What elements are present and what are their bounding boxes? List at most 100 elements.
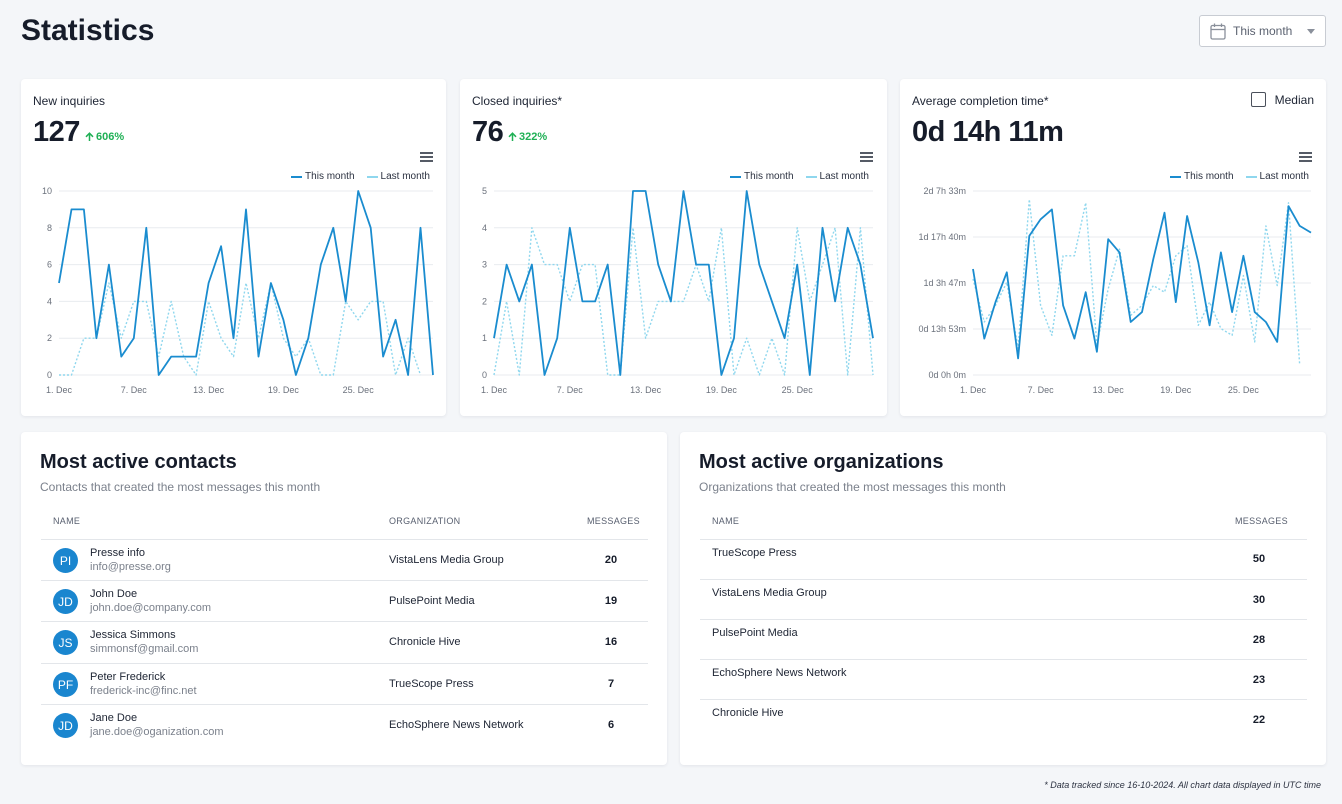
median-checkbox[interactable] — [1250, 92, 1266, 107]
series-line-this-month[interactable] — [58, 190, 434, 376]
legend-last-month[interactable]: Last month — [1245, 171, 1309, 182]
legend-this-month[interactable]: This month — [1170, 171, 1234, 182]
table-row[interactable]: VistaLens Media Group 30 — [700, 580, 1307, 620]
contact-email: simmonsf@gmail.com — [90, 643, 199, 655]
x-tick-label: 1. Dec — [960, 385, 987, 395]
column-header-messages[interactable]: MESSAGES — [1235, 516, 1288, 526]
legend-label: Last month — [819, 171, 869, 182]
contact-name[interactable]: Jessica Simmons — [90, 629, 176, 641]
contact-organization[interactable]: EchoSphere News Network — [389, 719, 524, 731]
x-tick-label: 25. Dec — [1228, 385, 1260, 395]
table-row[interactable]: PulsePoint Media 28 — [700, 620, 1307, 660]
table-row[interactable]: TrueScope Press 50 — [700, 540, 1307, 580]
table-row[interactable]: PI Presse info info@presse.org VistaLens… — [41, 540, 648, 581]
y-tick-label: 1 — [482, 333, 487, 343]
series-line-last-month[interactable] — [59, 282, 422, 376]
arrow-up-icon — [85, 132, 94, 141]
divider — [700, 699, 1307, 700]
legend-label: This month — [744, 171, 794, 182]
chart-menu-icon[interactable] — [1299, 152, 1312, 162]
x-tick-label: 13. Dec — [630, 385, 662, 395]
organization-name[interactable]: VistaLens Media Group — [712, 587, 827, 599]
chart-menu-icon[interactable] — [420, 152, 433, 162]
contact-organization[interactable]: Chronicle Hive — [389, 636, 461, 648]
message-count: 6 — [607, 719, 615, 731]
avg-completion-card: Average completion time* 0d 14h 11m Medi… — [900, 79, 1326, 416]
median-toggle[interactable]: Median — [1250, 92, 1314, 107]
divider — [41, 580, 648, 581]
period-select[interactable]: This month — [1199, 15, 1326, 47]
section-subtitle: Organizations that created the most mess… — [699, 480, 1006, 494]
contact-name[interactable]: Jane Doe — [90, 712, 138, 724]
new-inquiries-card: New inquiries 127 606% This month Last m… — [21, 79, 446, 416]
series-line-this-month[interactable] — [493, 190, 874, 376]
contact-organization[interactable]: VistaLens Media Group — [389, 554, 504, 566]
contact-organization[interactable]: PulsePoint Media — [389, 595, 475, 607]
legend-last-month[interactable]: Last month — [805, 171, 869, 182]
table-row[interactable]: JS Jessica Simmons simmonsf@gmail.com Ch… — [41, 622, 648, 663]
y-tick-label: 2d 7h 33m — [923, 186, 966, 196]
organization-name[interactable]: Chronicle Hive — [712, 707, 784, 719]
x-tick-label: 7. Dec — [121, 385, 148, 395]
y-tick-label: 8 — [47, 223, 52, 233]
column-header-name[interactable]: NAME — [53, 516, 81, 526]
contact-email: frederick-inc@finc.net — [90, 685, 197, 697]
legend-label: This month — [1184, 171, 1234, 182]
avatar: JS — [53, 630, 78, 655]
organization-name[interactable]: PulsePoint Media — [712, 627, 798, 639]
table-row[interactable]: PF Peter Frederick frederick-inc@finc.ne… — [41, 664, 648, 705]
table-row[interactable]: Chronicle Hive 22 — [700, 700, 1307, 740]
message-count: 19 — [604, 595, 618, 607]
contact-name[interactable]: John Doe — [90, 588, 138, 600]
legend-last-month[interactable]: Last month — [366, 171, 430, 182]
y-tick-label: 0 — [482, 370, 487, 380]
contact-email: info@presse.org — [90, 561, 171, 573]
chart-legend: This month Last month — [1158, 171, 1309, 182]
column-header-messages[interactable]: MESSAGES — [587, 516, 640, 526]
organization-name[interactable]: EchoSphere News Network — [712, 667, 847, 679]
chart-legend: This month Last month — [718, 171, 869, 182]
message-count: 20 — [604, 554, 618, 566]
divider — [700, 579, 1307, 580]
new-inquiries-chart: 0 2 4 6 8 10 1. Dec 7. Dec 13. Dec 19. Dec 25. Dec — [42, 186, 434, 395]
closed-inquiries-card: Closed inquiries* 76 322% This month Las… — [460, 79, 887, 416]
divider — [700, 619, 1307, 620]
y-tick-label: 10 — [42, 186, 52, 196]
y-tick-label: 0d 0h 0m — [928, 370, 966, 380]
chart-menu-icon[interactable] — [860, 152, 873, 162]
organization-name[interactable]: TrueScope Press — [712, 547, 797, 559]
column-header-name[interactable]: NAME — [712, 516, 740, 526]
arrow-up-icon — [508, 132, 517, 141]
series-line-last-month[interactable] — [493, 227, 874, 376]
legend-label: This month — [305, 171, 355, 182]
table-row[interactable]: JD John Doe john.doe@company.com PulsePo… — [41, 581, 648, 622]
y-tick-label: 4 — [47, 296, 52, 306]
contact-name[interactable]: Presse info — [90, 547, 146, 559]
closed-inquiries-chart: 0 1 2 3 4 5 1. Dec 7. Dec 13. Dec 19. Dec 25. Dec — [481, 186, 874, 395]
series-line-last-month[interactable] — [972, 198, 1301, 366]
y-tick-label: 2 — [47, 333, 52, 343]
message-count: 30 — [1252, 594, 1266, 606]
table-row[interactable]: JD Jane Doe jane.doe@oganization.com Ech… — [41, 705, 648, 746]
series-line-this-month[interactable] — [972, 205, 1312, 360]
divider — [700, 659, 1307, 660]
stat-value: 76 — [472, 116, 504, 148]
legend-this-month[interactable]: This month — [291, 171, 355, 182]
x-tick-label: 13. Dec — [1093, 385, 1125, 395]
contact-organization[interactable]: TrueScope Press — [389, 678, 474, 690]
y-tick-label: 1d 3h 47m — [923, 278, 966, 288]
chart-legend: This month Last month — [279, 171, 430, 182]
stat-change-value: 606% — [96, 131, 125, 143]
column-header-organization[interactable]: ORGANIZATION — [389, 516, 461, 526]
chevron-down-icon — [1307, 28, 1315, 34]
table-row[interactable]: EchoSphere News Network 23 — [700, 660, 1307, 700]
x-tick-label: 25. Dec — [343, 385, 375, 395]
stat-value: 127 — [33, 116, 80, 148]
x-tick-label: 19. Dec — [268, 385, 300, 395]
y-tick-label: 0 — [47, 370, 52, 380]
contact-name[interactable]: Peter Frederick — [90, 671, 166, 683]
legend-this-month[interactable]: This month — [730, 171, 794, 182]
y-tick-label: 1d 17h 40m — [918, 232, 966, 242]
section-title: Most active organizations — [699, 451, 944, 473]
avatar: JD — [53, 713, 78, 738]
